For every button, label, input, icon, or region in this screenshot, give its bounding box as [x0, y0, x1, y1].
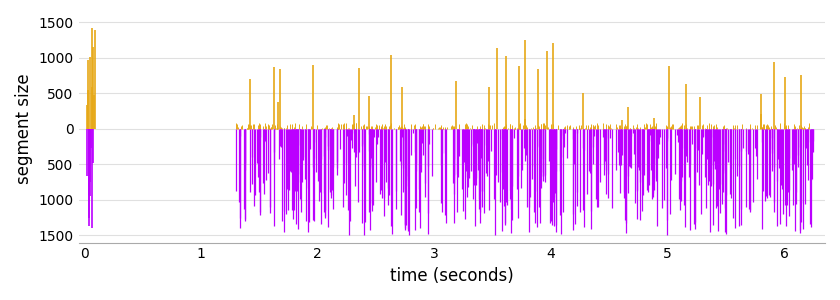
Y-axis label: segment size: segment size — [15, 74, 33, 184]
X-axis label: time (seconds): time (seconds) — [390, 267, 513, 285]
